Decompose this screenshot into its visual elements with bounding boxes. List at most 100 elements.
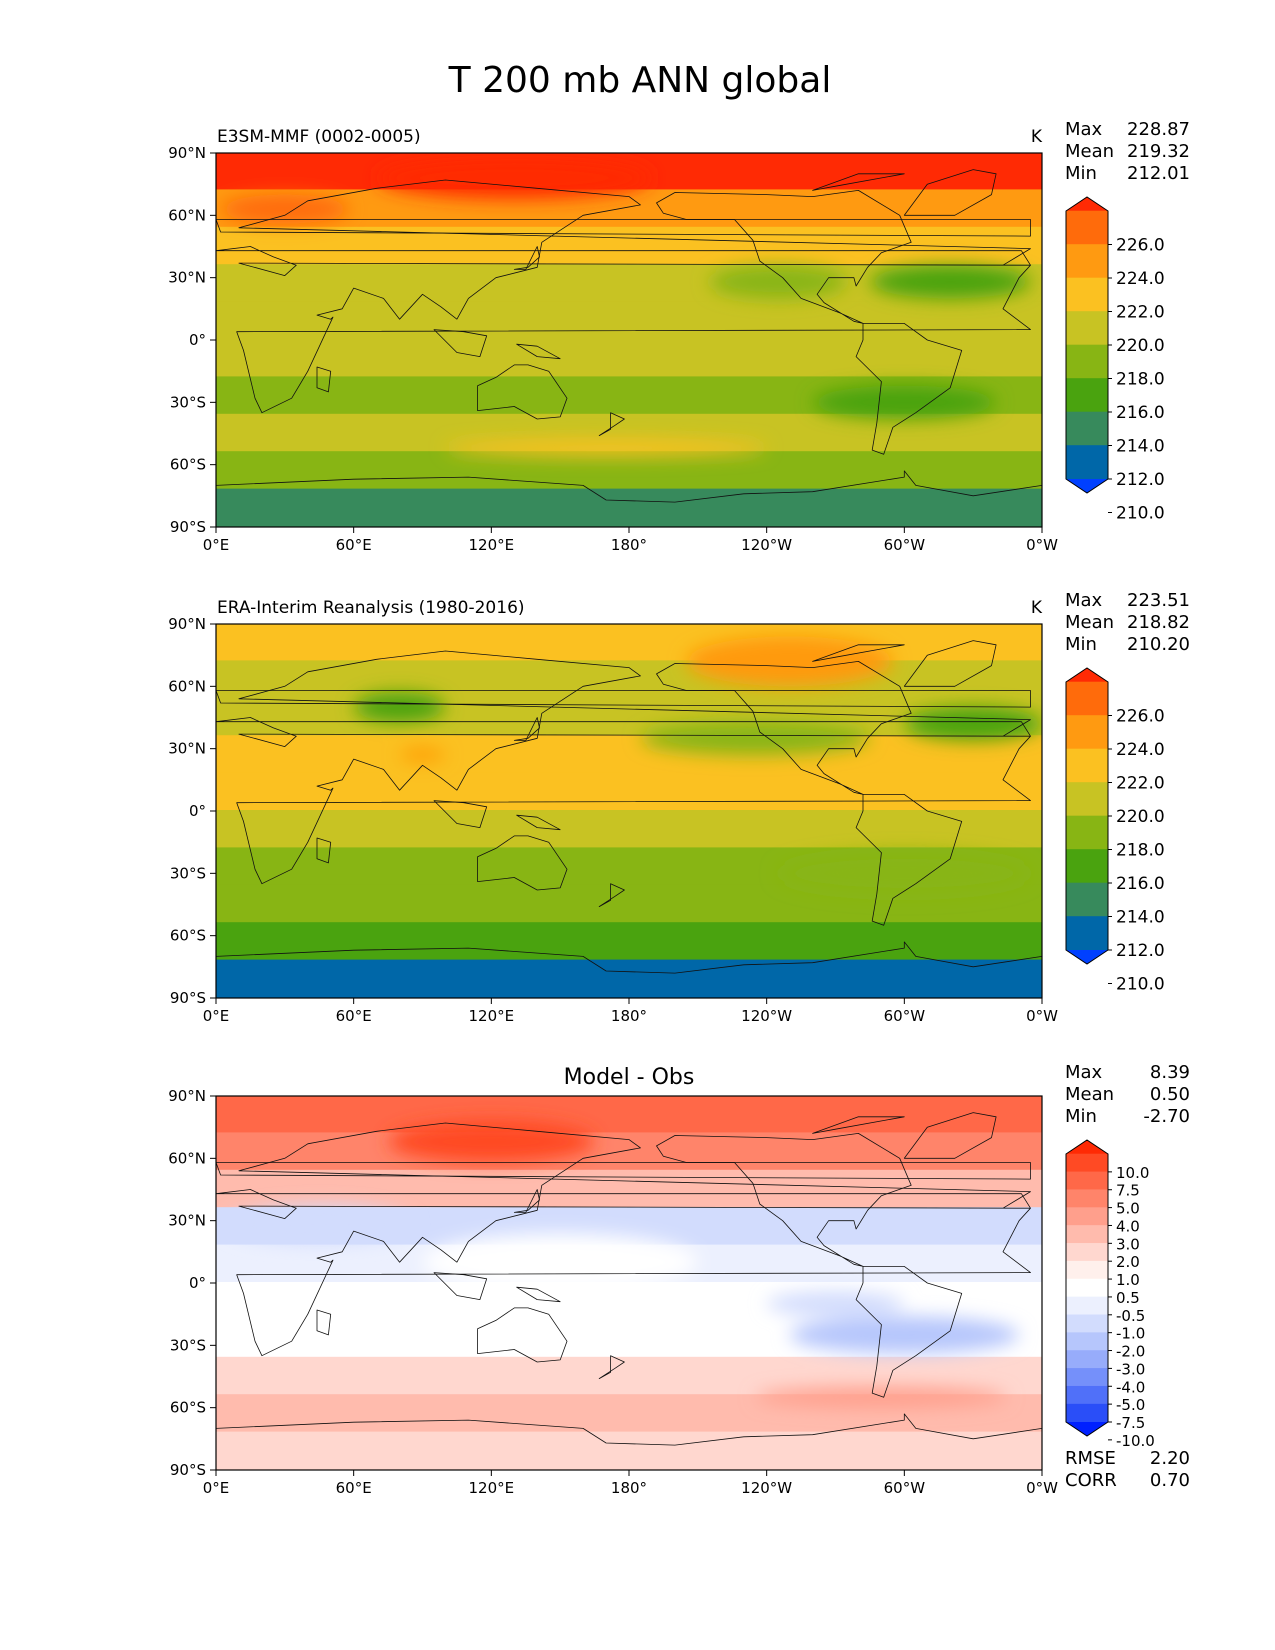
colorbar-segment: [1066, 1332, 1108, 1351]
field-anomaly: [789, 1316, 1020, 1354]
y-tick-label: 30°S: [170, 393, 206, 411]
coastline: [477, 835, 568, 891]
colorbar-segment: [1066, 1171, 1108, 1191]
coastline: [216, 219, 1031, 237]
coastlines: [216, 169, 1042, 527]
y-tick-label: 0°: [189, 331, 206, 349]
colorbar-level-label: -4.0: [1116, 1378, 1145, 1396]
x-tick-label: 120°W: [741, 536, 792, 554]
field-anomaly: [640, 721, 870, 755]
colorbar-segment: [1066, 1385, 1108, 1405]
stat-mean-label-diff: Mean: [1065, 1084, 1114, 1105]
colorbar-segment: [1066, 244, 1108, 279]
field-band: [216, 1132, 1042, 1172]
colorbar-level-label: 224.0: [1116, 740, 1165, 760]
stat-min-value-obs: 210.20: [1127, 634, 1190, 655]
x-tick-label: 180°: [611, 1479, 647, 1497]
y-tick-label: 90°S: [170, 989, 206, 1007]
colorbar-level-label: 210.0: [1116, 975, 1165, 995]
field-band: [216, 772, 1042, 812]
field-anomaly: [812, 385, 997, 419]
colorbar-level-label: 226.0: [1116, 707, 1165, 727]
colorbar-level-label: 214.0: [1116, 908, 1165, 928]
x-tick-label: 60°E: [336, 536, 372, 554]
coastline: [812, 173, 905, 191]
panel-model: E3SM-MMF (0002-0005) K Max 228.87 Mean 2…: [168, 119, 1190, 554]
colorbar-level-label: 5.0: [1116, 1200, 1140, 1218]
stat-min-value-model: 212.01: [1127, 163, 1190, 184]
coastline: [316, 837, 332, 864]
y-tick-label: 60°N: [168, 677, 206, 695]
stat-max-label-obs: Max: [1065, 590, 1103, 611]
coastline: [598, 883, 625, 907]
colorbar-level-label: -5.0: [1116, 1396, 1145, 1414]
field-features: [220, 157, 1031, 457]
field-band: [216, 1282, 1042, 1322]
coastline: [477, 1307, 568, 1363]
colorbar-level-label: 220.0: [1116, 807, 1165, 827]
field-band: [216, 697, 1042, 738]
stat-mean-label-model: Mean: [1065, 141, 1114, 162]
figure-title: T 200 mb ANN global: [448, 60, 832, 101]
stat-max-label-model: Max: [1065, 119, 1103, 140]
field-anomaly: [686, 636, 893, 687]
colorbar-extend-max: [1066, 668, 1108, 682]
coastline: [433, 1272, 488, 1300]
field-band: [216, 922, 1042, 962]
field-anomaly: [869, 265, 1031, 299]
colorbar-segment: [1066, 1207, 1108, 1226]
stat-max-value-obs: 223.51: [1127, 590, 1190, 611]
y-tick-label: 0°: [189, 802, 206, 820]
coastline: [598, 412, 625, 437]
map-field-obs: [216, 624, 1042, 998]
x-tick-label: 120°W: [741, 1479, 792, 1497]
y-tick-label: 0°: [189, 1274, 206, 1292]
coastline: [216, 470, 1042, 527]
x-tick-label: 60°E: [336, 1479, 372, 1497]
y-tick-label: 30°N: [168, 1212, 206, 1230]
field-band: [216, 189, 1042, 229]
stat-min-label-diff: Min: [1065, 1106, 1097, 1127]
field-anomaly: [220, 194, 350, 224]
field-features: [353, 636, 1042, 895]
coastline: [216, 690, 1031, 708]
colorbar-level-label: 4.0: [1116, 1217, 1140, 1235]
coastline: [656, 1133, 912, 1267]
colorbar-level-label: 7.5: [1116, 1182, 1140, 1200]
x-tick-label: 60°W: [884, 1479, 926, 1497]
y-tick-label: 90°N: [168, 144, 206, 162]
coastlines: [216, 1112, 1042, 1470]
colorbar-extend-max: [1066, 1140, 1108, 1154]
colorbar-segment: [1066, 378, 1108, 413]
panel-title-diff: Model - Obs: [564, 1065, 695, 1090]
colorbar-segment: [1066, 849, 1108, 884]
field-band: [216, 451, 1042, 491]
colorbar-level-label: 212.0: [1116, 470, 1165, 490]
panel-title-model: E3SM-MMF (0002-0005): [217, 127, 421, 147]
x-tick-label: 180°: [611, 1007, 647, 1025]
colorbar-model: 226.0 224.0 222.0 220.0 218.0 216.0 214.0 212.0…: [1065, 196, 1165, 524]
colorbar-level-label: 218.0: [1116, 841, 1165, 861]
stat-max-value-diff: 8.39: [1150, 1062, 1190, 1083]
coastline: [855, 1266, 963, 1398]
y-tick-label: 30°S: [170, 1336, 206, 1354]
x-tick-label: 0°W: [1026, 1479, 1058, 1497]
colorbar-segment: [1066, 344, 1108, 379]
field-band: [216, 226, 1042, 267]
stat-max-label-diff: Max: [1065, 1062, 1103, 1083]
colorbar-segment: [1066, 1189, 1108, 1208]
y-tick-label: 90°S: [170, 518, 206, 536]
y-tick-label: 90°N: [168, 1087, 206, 1105]
field-band: [216, 959, 1042, 998]
colorbar-level-label: -10.0: [1116, 1432, 1155, 1450]
colorbar-segment: [1066, 715, 1108, 750]
field-band: [216, 1096, 1042, 1135]
colorbar-segment: [1066, 445, 1108, 480]
colorbar-level-label: 3.0: [1116, 1235, 1140, 1253]
colorbar-extend-min: [1066, 950, 1108, 964]
colorbar-level-label: 10.0: [1116, 1164, 1149, 1182]
field-band: [216, 735, 1042, 775]
colorbar-segment: [1066, 1314, 1108, 1333]
x-tick-label: 60°W: [884, 1007, 926, 1025]
